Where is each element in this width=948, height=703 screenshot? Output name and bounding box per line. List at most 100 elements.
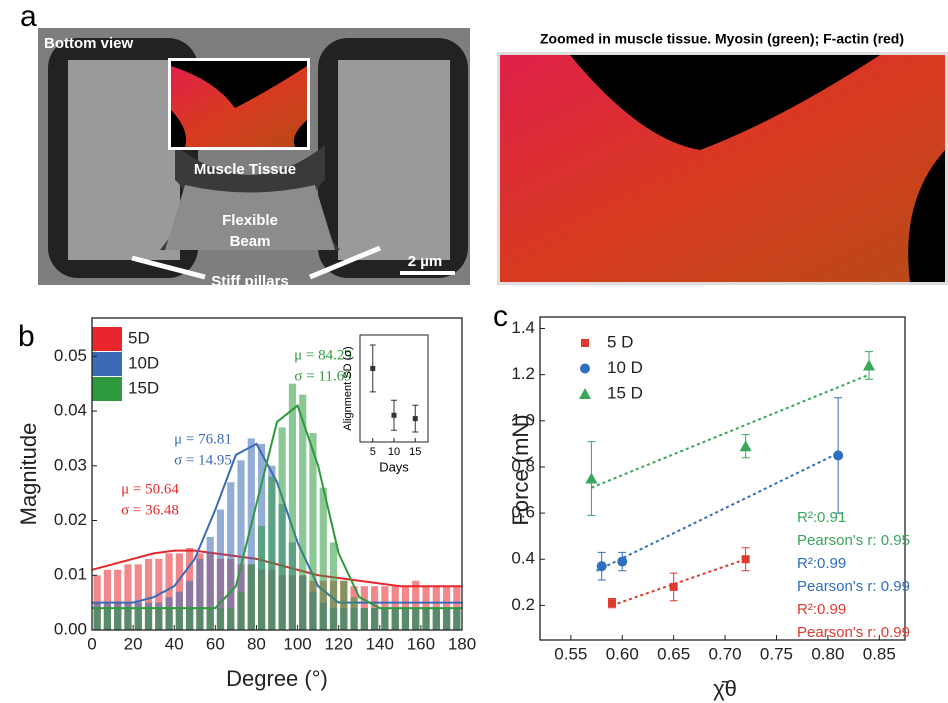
panel-label: b <box>18 320 35 353</box>
hist-bar <box>442 608 451 630</box>
y-tick-label: 0.05 <box>54 346 87 365</box>
hist-bar <box>216 608 225 630</box>
legend-label: 15 D <box>607 383 643 402</box>
hist-bar <box>371 586 379 630</box>
y-axis-label: Force (mN) <box>508 414 533 525</box>
marker <box>741 555 750 564</box>
hist-bar <box>391 608 399 630</box>
x-axis-label: Days <box>379 459 409 474</box>
fit-annotation: Pearson's r: 0.99 <box>797 578 910 595</box>
hist-bar <box>165 608 173 630</box>
y-tick-label: 0.4 <box>511 549 535 568</box>
hist-bar <box>422 608 430 630</box>
charts: b Magnitude Degree (°) μ = 50.64 σ = 36.48 5D… <box>16 300 910 701</box>
hist-bar <box>299 394 307 630</box>
y-axis-label: Magnitude <box>16 423 41 526</box>
hist-bar <box>144 608 153 630</box>
legend-marker <box>581 339 589 347</box>
hist-bar <box>360 586 368 630</box>
hist-bar <box>412 608 420 630</box>
marker <box>617 556 628 567</box>
hist-bar <box>114 608 122 630</box>
marker <box>585 472 598 484</box>
x-tick-label: 160 <box>407 634 435 653</box>
hist-bar <box>432 608 440 630</box>
hist-bar <box>412 580 420 630</box>
x-tick-label: 40 <box>165 634 184 653</box>
x-tick-label: 180 <box>448 634 476 653</box>
x-axis-label: Degree (°) <box>226 666 328 691</box>
plot-frame <box>91 317 463 631</box>
marker <box>370 365 376 371</box>
marker <box>739 440 752 452</box>
x-tick-label: 120 <box>324 634 352 653</box>
image-label: Beam <box>230 233 271 250</box>
panel-label: a <box>20 0 37 33</box>
hist-bar <box>165 553 173 630</box>
y-tick-label: 0.03 <box>54 455 87 474</box>
hist-bar <box>319 487 327 630</box>
y-tick-label: 1.4 <box>511 318 535 337</box>
hist-bar <box>360 608 368 630</box>
legend-marker <box>580 363 590 374</box>
fit-annotation: R²:0.91 <box>797 509 846 526</box>
x-tick-label: 60 <box>206 634 225 653</box>
zoom-image <box>497 52 948 285</box>
x-tick-label: 15 <box>409 446 421 458</box>
hist-bar <box>206 608 214 630</box>
hist-bar <box>134 608 142 630</box>
hist-bar <box>103 569 112 630</box>
y-tick-label: 1.0 <box>511 410 535 429</box>
legend-label: 10D <box>128 353 159 372</box>
y-tick-label: 0.02 <box>54 510 87 529</box>
fit-line <box>91 549 462 588</box>
image-label: Stiff pillars <box>211 273 289 290</box>
y-tick-label: 0.6 <box>511 503 535 522</box>
image-label: Muscle Tissue <box>194 161 296 178</box>
hist-bar <box>144 558 153 630</box>
fit-annotation: σ = 14.95 <box>174 452 232 468</box>
hist-bar <box>93 608 101 630</box>
scale-bar-label: 2 µm <box>408 253 443 270</box>
x-axis-label: χ̄θ <box>713 676 737 701</box>
x-tick-label: 0.60 <box>606 644 639 663</box>
fit-line <box>596 452 839 572</box>
hist-bar <box>371 608 379 630</box>
legend-label: 10 D <box>607 358 643 377</box>
arrow <box>131 255 206 280</box>
marker <box>607 599 616 608</box>
x-tick-label: 10 <box>388 446 400 458</box>
fit-annotation: R²:0.99 <box>797 601 846 618</box>
legend-swatch <box>92 327 122 351</box>
y-tick-label: 0.00 <box>54 619 87 638</box>
y-tick-label: 1.2 <box>511 364 535 383</box>
hist-bar <box>134 564 142 630</box>
marker <box>412 416 418 422</box>
hist-bar <box>227 608 235 630</box>
hist-bar <box>186 580 194 630</box>
hist-bar <box>381 608 389 630</box>
hist-bar <box>268 476 276 630</box>
y-tick-label: 0.8 <box>511 456 535 475</box>
hist-bar <box>175 608 183 630</box>
hist-bar <box>350 597 358 630</box>
hist-bar <box>278 427 286 630</box>
fit-line <box>591 373 870 489</box>
hist-bar <box>237 591 245 630</box>
hist-bar <box>196 558 204 630</box>
fit-line <box>92 403 462 610</box>
hist-bar <box>257 526 266 630</box>
hist-bar <box>288 383 297 630</box>
arrow <box>309 245 381 280</box>
x-tick-label: 140 <box>366 634 394 653</box>
hist-bar <box>216 509 225 630</box>
hist-bar <box>237 460 245 630</box>
x-tick-label: 20 <box>124 634 143 653</box>
hist-bar <box>247 564 255 630</box>
marker <box>833 450 844 461</box>
legend-label: 5 D <box>607 332 633 351</box>
image-label: Flexible <box>222 212 278 229</box>
image-label: Bottom view <box>44 35 134 52</box>
fit-annotation: μ = 50.64 <box>121 481 179 497</box>
x-tick-label: 100 <box>283 634 311 653</box>
